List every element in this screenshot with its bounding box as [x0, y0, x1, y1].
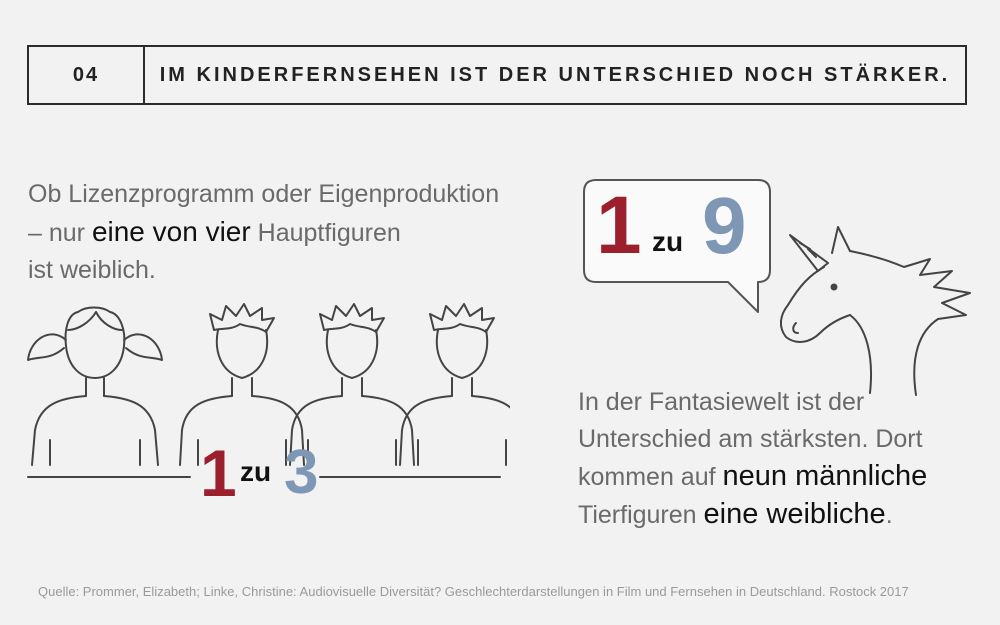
ratio-main-male: 3 [284, 438, 319, 507]
fantasy-line-4: Tierfiguren eine weibliche. [578, 496, 978, 534]
fantasy-emphasis-male: neun männliche [722, 460, 928, 492]
intro-text: Ob Lizenzprogramm oder Eigenproduktion –… [28, 176, 548, 289]
girl-figure-icon [27, 306, 163, 466]
speech-bubble-icon [582, 178, 772, 318]
unicorn-icon [770, 215, 980, 405]
boy-figure-icon [399, 303, 525, 466]
section-number: 04 [29, 47, 145, 103]
source-citation: Quelle: Prommer, Elizabeth; Linke, Chris… [38, 584, 909, 599]
fantasy-text: In der Fantasiewelt ist der Unterschied … [578, 384, 978, 534]
ratio-fantasy-male: 9 [702, 181, 747, 270]
fantasy-emphasis-female: eine weibliche [703, 498, 886, 530]
ratio-fantasy-zu: zu [652, 226, 684, 257]
ratio-fantasy-female: 1 [596, 180, 642, 271]
intro-line-2: – nur eine von vier Hauptfiguren [28, 213, 548, 252]
ratio-main-female: 1 [200, 436, 237, 510]
intro-emphasis: eine von vier [91, 216, 251, 247]
intro-line-2-suffix: Hauptfiguren [250, 219, 401, 247]
intro-line-1: Ob Lizenzprogramm oder Eigenproduktion [28, 180, 500, 208]
figures-illustration [27, 303, 525, 478]
figures-group [20, 300, 525, 500]
fantasy-line-3-prefix: kommen auf [578, 463, 723, 491]
section-title: IM KINDERFERNSEHEN IST DER UNTERSCHIED N… [159, 63, 951, 86]
fantasy-line-1: In der Fantasiewelt ist der [578, 388, 865, 416]
intro-line-3: ist weiblich. [28, 256, 156, 284]
fantasy-line-4-suffix: . [885, 501, 893, 529]
fantasy-line-4-prefix: Tierfiguren [578, 501, 704, 529]
boy-figure-icon [179, 303, 305, 466]
boy-figure-icon [289, 303, 415, 466]
ratio-main-zu: zu [240, 456, 272, 487]
section-header: 04 IM KINDERFERNSEHEN IST DER UNTERSCHIE… [27, 45, 967, 105]
fantasy-line-3: kommen auf neun männliche [578, 458, 978, 496]
fantasy-line-2: Unterschied am stärksten. Dort [578, 425, 923, 453]
intro-line-2-prefix: – nur [28, 219, 92, 247]
